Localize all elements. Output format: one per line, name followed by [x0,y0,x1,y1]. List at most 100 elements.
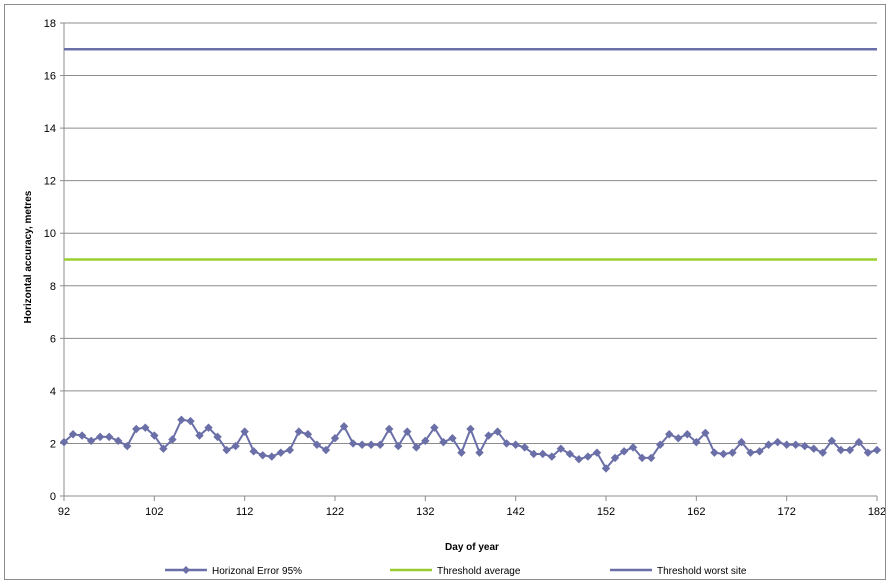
data-point [195,431,204,440]
data-point [511,440,520,449]
data-point [375,440,385,449]
data-point [448,433,457,443]
data-point [583,452,593,461]
data-point [258,451,267,460]
x-tick-label: 172 [777,506,795,518]
y-tick-label: 16 [44,71,56,83]
series [59,48,882,473]
data-point [565,449,575,459]
data-point [836,445,846,455]
data-point [457,448,466,457]
data-point [276,448,285,457]
data-point [719,449,728,459]
data-point [321,445,331,455]
y-axis-title: Horizontal accuracy, metres [23,190,34,323]
y-tick-label: 0 [50,491,56,503]
data-point [303,430,313,439]
y-tick-label: 4 [50,386,56,398]
data-point [827,436,837,446]
x-axis-title: Day of year [445,542,499,553]
data-point [77,431,87,440]
data-point [637,453,647,463]
data-point [665,430,674,439]
data-point [773,437,782,447]
data-point [610,453,620,463]
data-point [394,441,403,451]
data-point [574,455,584,464]
data-point [240,427,249,436]
data-point [872,445,882,455]
data-point [68,430,78,439]
data-point [538,449,547,459]
data-point [646,453,656,463]
data-point [86,436,96,446]
data-point [791,440,800,449]
data-point [737,437,746,447]
data-point [339,422,349,431]
data-point [484,431,493,440]
chart-frame: 0 2 4 6 8 10 12 14 16 18 92 102 112 122 132 142 152 162 17… [4,4,886,580]
data-point [249,447,258,456]
y-tick-label: 12 [44,176,56,188]
line-chart: 0 2 4 6 8 10 12 14 16 18 92 102 112 122 132 142 152 162 17… [23,18,886,577]
data-point [430,423,439,432]
x-tick-label: 162 [687,506,705,518]
data-point [412,443,421,452]
data-point [628,443,638,452]
data-point [863,448,873,457]
y-tick-label: 8 [50,281,56,293]
data-point [502,439,511,448]
data-point [123,441,132,451]
data-point [601,464,611,473]
x-tick-label: 182 [868,506,885,518]
data-point [845,445,855,455]
x-tick-label: 152 [597,506,615,518]
data-point [683,430,692,439]
data-point [656,440,665,449]
legend-label-3: Threshold worst site [657,566,747,577]
data-point [728,448,737,457]
x-tick-label: 132 [416,506,434,518]
data-point [520,443,529,452]
data-point [186,416,195,426]
x-tick-label: 112 [236,506,254,518]
data-point [818,448,827,457]
data-point [231,441,240,451]
data-point [800,441,809,451]
y-tick-label: 2 [50,438,56,450]
data-point [764,440,773,449]
data-point [710,448,719,457]
data-point [403,427,412,436]
x-tick-label: 142 [506,506,524,518]
data-point [692,437,701,447]
data-point [285,445,295,455]
data-point [132,424,141,434]
data-point [150,431,159,440]
data-point [385,424,394,434]
legend: Horizonal Error 95% Threshold average Thre… [165,566,747,577]
x-tick-label: 122 [326,506,344,518]
data-point [701,428,710,438]
data-point [168,435,177,444]
x-tick-label: 92 [58,506,70,518]
data-point [141,423,150,432]
x-tick-label: 102 [145,506,163,518]
data-point [466,424,475,434]
data-point [357,440,367,449]
data-point [312,440,322,449]
data-point [177,415,186,424]
data-point [204,423,213,432]
data-point [59,437,69,447]
tick-labels: 0 2 4 6 8 10 12 14 16 18 92 102 112 122 132 142 152 162 17… [44,18,886,518]
data-point [854,437,864,447]
data-point [755,447,764,456]
y-tick-label: 14 [44,123,56,135]
data-point [439,437,448,447]
data-point [547,452,556,461]
data-point [475,448,484,457]
data-point [294,427,304,436]
data-point [104,432,114,442]
data-point [213,432,222,442]
data-point [809,444,818,453]
data-point [114,436,123,446]
